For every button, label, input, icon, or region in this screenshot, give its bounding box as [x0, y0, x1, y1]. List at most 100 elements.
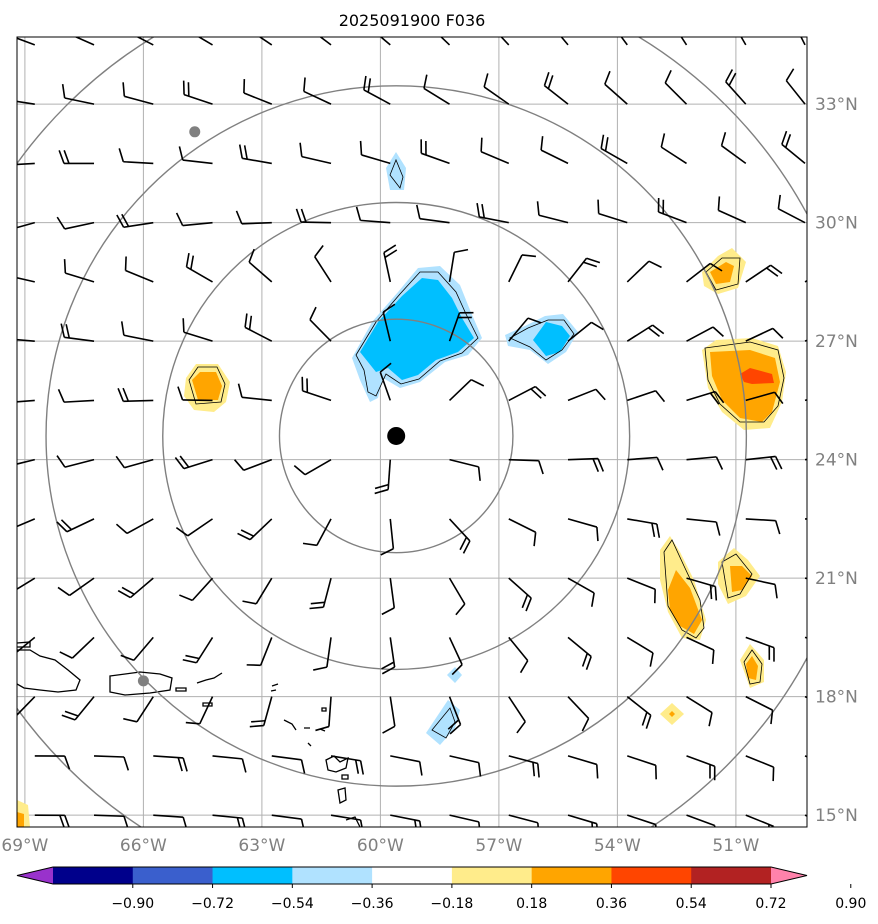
barb-flag — [300, 208, 307, 223]
barb-flag — [0, 219, 6, 230]
wind-barb — [600, 134, 628, 165]
wind-barb — [122, 82, 154, 105]
barb-flag — [830, 520, 834, 533]
lon-tick-label: 69°W — [1, 836, 48, 856]
barb-flag — [656, 457, 664, 471]
barb-staff — [330, 755, 361, 762]
barb-flag — [115, 523, 128, 534]
wind-barb — [293, 458, 332, 476]
wind-barb — [686, 695, 713, 727]
barb-flag — [651, 522, 656, 538]
wind-barb — [448, 311, 474, 342]
barb-flag — [832, 708, 833, 722]
wind-barb — [17, 162, 35, 166]
barb-staff — [304, 458, 332, 476]
barb-flag — [121, 586, 135, 596]
barb-staff — [183, 331, 213, 342]
barb-flag — [64, 755, 71, 770]
wind-barb — [627, 518, 661, 538]
wind-barb — [604, 70, 628, 105]
barb-flag — [581, 653, 589, 667]
wind-barb — [448, 248, 469, 283]
barb-staff — [182, 159, 213, 165]
wind-barb — [271, 755, 306, 774]
barb-staff — [319, 37, 332, 46]
wind-barb — [720, 132, 747, 165]
barb-flag — [774, 520, 781, 535]
barb-flag — [374, 483, 389, 490]
wind-barb — [804, 636, 835, 660]
barb-staff — [745, 695, 773, 711]
wind-barb — [449, 814, 481, 827]
barb-flag — [2, 86, 5, 100]
wind-barb — [182, 80, 213, 105]
wind-barb — [17, 399, 35, 403]
barb-flag — [586, 257, 601, 264]
barb-flag — [835, 520, 839, 533]
barb-flag — [56, 455, 66, 468]
wind-barb — [567, 636, 592, 670]
wind-barb — [567, 457, 605, 472]
barb-staff — [64, 221, 95, 230]
barb-flag — [781, 130, 788, 145]
barb-flag — [243, 145, 248, 160]
barb-flag — [249, 724, 264, 728]
barb-flag — [655, 390, 666, 403]
barb-flag — [536, 201, 540, 216]
barb-flag — [477, 821, 481, 827]
barb-flag — [596, 526, 599, 542]
barb-flag — [828, 706, 829, 720]
markers — [137, 126, 406, 687]
barb-flag — [832, 827, 833, 841]
wind-barb — [359, 140, 391, 165]
barb-staff — [449, 814, 479, 823]
barb-flag — [300, 818, 305, 827]
wind-barb — [560, 37, 569, 46]
barb-flag — [178, 146, 184, 161]
wind-barb — [785, 68, 806, 105]
wind-barb — [567, 696, 590, 732]
wind-barb — [17, 577, 36, 590]
barb-staff — [686, 636, 715, 651]
barb-staff — [686, 456, 717, 461]
wind-barb — [242, 577, 273, 605]
barb-staff — [64, 458, 95, 468]
negative-contour-north — [389, 158, 404, 189]
barb-flag — [834, 393, 842, 404]
barb-flag — [367, 78, 372, 93]
barb-flag — [120, 321, 125, 336]
lat-tick-label: 24°N — [815, 451, 858, 471]
wind-barb — [381, 578, 396, 616]
wind-barb — [805, 518, 839, 533]
barb-flag — [785, 68, 795, 82]
barb-flag — [708, 712, 713, 727]
barb-staff — [17, 636, 36, 653]
wind-barb — [313, 637, 332, 671]
barb-flag — [190, 255, 195, 270]
barb-staff — [626, 324, 654, 342]
barb-flag — [374, 488, 389, 495]
barb-staff — [389, 696, 396, 727]
barb-flag — [459, 536, 468, 551]
barb-flag — [834, 646, 835, 660]
colorbar-segment — [691, 867, 772, 884]
barb-flag — [604, 70, 611, 85]
wind-barb — [17, 518, 36, 528]
wind-barb — [480, 137, 510, 165]
barb-flag — [310, 601, 325, 605]
colorbar-tick-label: 0.90 — [835, 896, 866, 912]
barb-flag — [769, 456, 778, 470]
wind-barb — [212, 755, 247, 773]
barb-staff — [17, 100, 35, 105]
barb-flag — [3, 454, 11, 466]
wind-barb — [627, 390, 666, 403]
barb-staff — [448, 637, 463, 665]
wind-barb — [508, 458, 544, 475]
barb-flag — [784, 134, 792, 148]
wind-barb — [153, 814, 187, 827]
barb-flag — [67, 19, 68, 33]
barb-staff — [804, 755, 807, 758]
barb-flag — [527, 317, 542, 324]
colorbar-tick-label: 0.54 — [676, 896, 707, 912]
